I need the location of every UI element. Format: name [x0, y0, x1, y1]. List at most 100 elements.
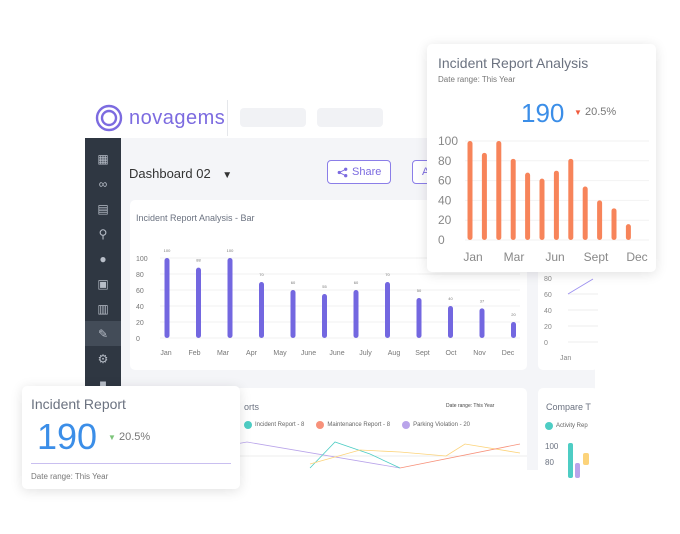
- bar: [416, 298, 422, 338]
- bar: [196, 267, 201, 338]
- x-tick-label: Sept: [415, 350, 429, 357]
- sidebar-item[interactable]: ●: [85, 246, 121, 271]
- binoculars-icon: ∞: [98, 176, 108, 191]
- sidebar-item[interactable]: ■: [85, 371, 121, 396]
- bar: [227, 258, 233, 338]
- y-tick-label: 80: [544, 276, 552, 283]
- y-tick-label: 40: [438, 193, 452, 207]
- bar-chart: 0 20 40 60 80 100 Jan Mar Jun Sept Dec: [438, 134, 649, 264]
- bar-chart: 0 20 40 60 80 100 100 88 100 70 60 55 60 70 50 40 37 20 Ja…: [136, 248, 520, 357]
- share-button[interactable]: Share: [327, 160, 392, 184]
- data-label: 70: [259, 272, 264, 277]
- dashboard-name: Dashboard 02: [129, 166, 211, 181]
- card-title: Incident Report Analysis - Bar: [136, 213, 255, 223]
- bar: [583, 453, 589, 465]
- x-tick-label: May: [273, 350, 287, 357]
- bar: [511, 322, 516, 338]
- dashboard-icon: ▦: [97, 151, 109, 166]
- app-header: novagems: [85, 98, 430, 138]
- data-label: 20: [511, 312, 516, 317]
- brand-name: novagems: [129, 106, 226, 129]
- calendar-icon: ▤: [97, 201, 109, 216]
- y-tick-label: 60: [544, 292, 552, 299]
- sidebar-item[interactable]: ⚙: [85, 346, 121, 371]
- sidebar-item[interactable]: ▤: [85, 196, 121, 221]
- data-label: 100: [227, 248, 234, 253]
- logo-icon: [95, 104, 123, 132]
- incident-report-card: Incident Report 190 ▼ 20.5% Date range: …: [22, 386, 240, 489]
- data-label: 70: [385, 272, 390, 277]
- bar: [553, 170, 559, 240]
- bar: [496, 141, 502, 240]
- card-title: Compare T: [546, 402, 591, 412]
- sidebar-item[interactable]: ▥: [85, 296, 121, 321]
- bar: [322, 294, 327, 338]
- edit-icon: ✎: [97, 326, 109, 341]
- bar: [467, 141, 473, 240]
- bar: [525, 172, 531, 240]
- y-tick-label: 60: [136, 288, 144, 295]
- card-title: Incident Report: [31, 396, 126, 412]
- bar: [448, 306, 453, 338]
- y-tick-label: 40: [136, 304, 144, 311]
- sidebar-item[interactable]: ▣: [85, 271, 121, 296]
- bar: [611, 208, 617, 240]
- x-tick-label: Nov: [473, 350, 486, 357]
- y-tick-label: 20: [136, 320, 144, 327]
- logo[interactable]: novagems: [95, 104, 225, 132]
- data-label: 88: [196, 258, 201, 263]
- compare-card: Compare T Activity Rep 100 80: [538, 388, 598, 478]
- incident-analysis-card: Incident Report Analysis Date range: Thi…: [427, 44, 656, 272]
- bar: [625, 224, 631, 240]
- x-tick-label: Oct: [446, 350, 457, 357]
- tick: 100: [545, 442, 559, 451]
- y-tick-label: 40: [544, 308, 552, 315]
- y-tick-label: 100: [136, 256, 148, 263]
- trend-down-icon: ▼: [574, 108, 582, 117]
- placeholder-tab[interactable]: [240, 108, 306, 127]
- x-tick-label: June: [329, 350, 344, 357]
- button-label: A: [422, 166, 430, 178]
- divider: [227, 100, 228, 136]
- x-tick-label: Mar: [504, 250, 525, 264]
- x-tick-label: Jun: [545, 250, 564, 264]
- bar: [568, 158, 574, 240]
- y-tick-label: 20: [544, 324, 552, 331]
- bar: [481, 152, 487, 240]
- date-range: Date range: This Year: [446, 403, 495, 409]
- placeholder-tab[interactable]: [317, 108, 383, 127]
- sidebar-item[interactable]: ∞: [85, 171, 121, 196]
- y-tick-label: 0: [438, 233, 445, 247]
- dashboard-selector[interactable]: Dashboard 02 ▼: [129, 166, 232, 181]
- y-tick-label: 100: [438, 134, 458, 148]
- bar: [597, 200, 603, 240]
- date-range: Date range: This Year: [31, 472, 109, 481]
- x-tick-label: Aug: [388, 350, 401, 357]
- data-label: 37: [480, 298, 485, 303]
- sidebar-item[interactable]: ⚲: [85, 221, 121, 246]
- data-label: 40: [448, 296, 453, 301]
- sidebar-item[interactable]: ✎: [85, 321, 121, 346]
- bar: [164, 258, 170, 338]
- data-label: 50: [417, 288, 422, 293]
- location-pin-icon: ⚲: [98, 226, 108, 241]
- square-icon: ■: [99, 376, 107, 391]
- share-icon: [337, 167, 348, 177]
- bar: [510, 158, 516, 240]
- share-label: Share: [352, 166, 382, 178]
- x-tick-label: Feb: [188, 350, 200, 357]
- y-tick-label: 0: [136, 336, 140, 343]
- line-series: [567, 278, 594, 295]
- change-value: 20.5%: [118, 431, 151, 443]
- total-value: 190: [37, 416, 98, 457]
- bar: [575, 463, 580, 478]
- card-title: Incident Report Analysis: [438, 55, 589, 71]
- bar: [290, 290, 296, 338]
- bar: [259, 282, 264, 338]
- x-tick-label: Dec: [626, 250, 647, 264]
- sidebar-item[interactable]: ▦: [85, 146, 121, 171]
- sidebar: ▦ ∞ ▤ ⚲ ● ▣ ▥ ✎ ⚙ ■: [85, 138, 121, 391]
- y-tick-label: 60: [438, 174, 452, 188]
- bar-chart-icon: ▥: [97, 301, 109, 316]
- bar: [479, 308, 485, 338]
